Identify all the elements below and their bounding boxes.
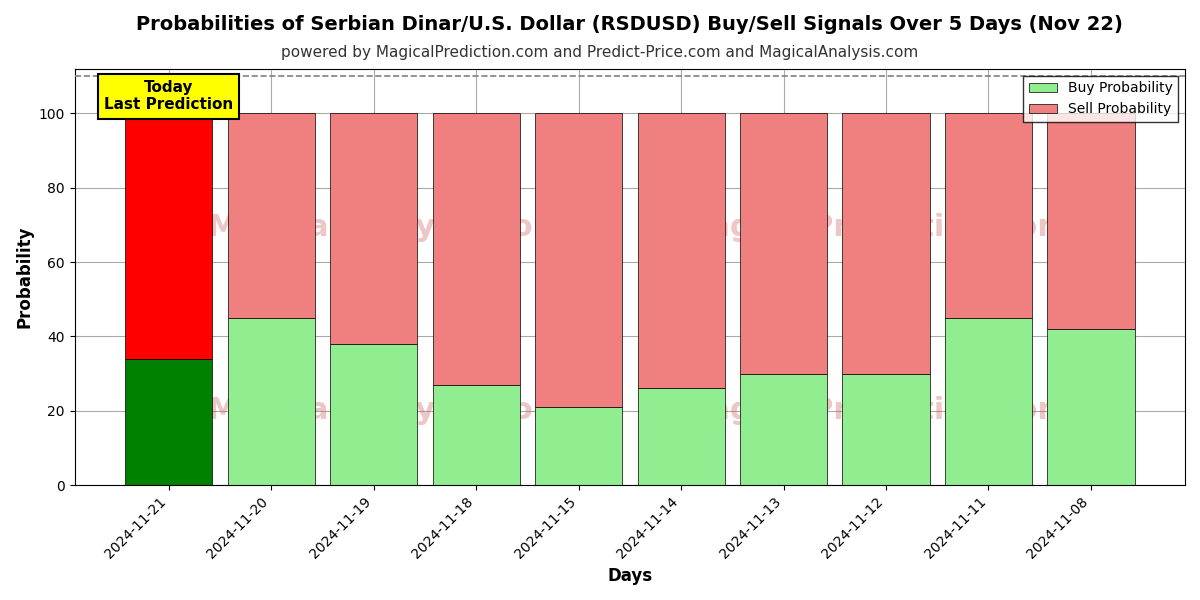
Bar (637, 113, 725, 388)
Bar (637, 388, 725, 485)
Bar (228, 318, 314, 485)
Bar (125, 359, 212, 485)
Y-axis label: Probability: Probability (16, 226, 34, 328)
Bar (535, 407, 622, 485)
Bar (1048, 113, 1134, 329)
Legend: Buy Probability, Sell Probability: Buy Probability, Sell Probability (1024, 76, 1178, 122)
Title: Probabilities of Serbian Dinar/U.S. Dollar (RSDUSD) Buy/Sell Signals Over 5 Days: Probabilities of Serbian Dinar/U.S. Doll… (137, 15, 1123, 34)
Text: MagicalPrediction.com: MagicalPrediction.com (679, 212, 1069, 242)
Bar (740, 374, 827, 485)
Bar (330, 344, 418, 485)
Text: MagicalAnalysis.com: MagicalAnalysis.com (206, 395, 564, 425)
Bar (228, 113, 314, 318)
Text: MagicalPrediction.com: MagicalPrediction.com (679, 395, 1069, 425)
Text: Today
Last Prediction: Today Last Prediction (104, 80, 233, 112)
Bar (842, 374, 930, 485)
Bar (1048, 329, 1134, 485)
Bar (944, 113, 1032, 318)
Bar (432, 385, 520, 485)
Text: powered by MagicalPrediction.com and Predict-Price.com and MagicalAnalysis.com: powered by MagicalPrediction.com and Pre… (281, 45, 919, 60)
Bar (125, 113, 212, 359)
Bar (535, 113, 622, 407)
Text: MagicalAnalysis.com: MagicalAnalysis.com (206, 212, 564, 242)
Bar (330, 113, 418, 344)
Bar (842, 113, 930, 374)
Bar (740, 113, 827, 374)
Bar (944, 318, 1032, 485)
X-axis label: Days: Days (607, 567, 653, 585)
Bar (432, 113, 520, 385)
